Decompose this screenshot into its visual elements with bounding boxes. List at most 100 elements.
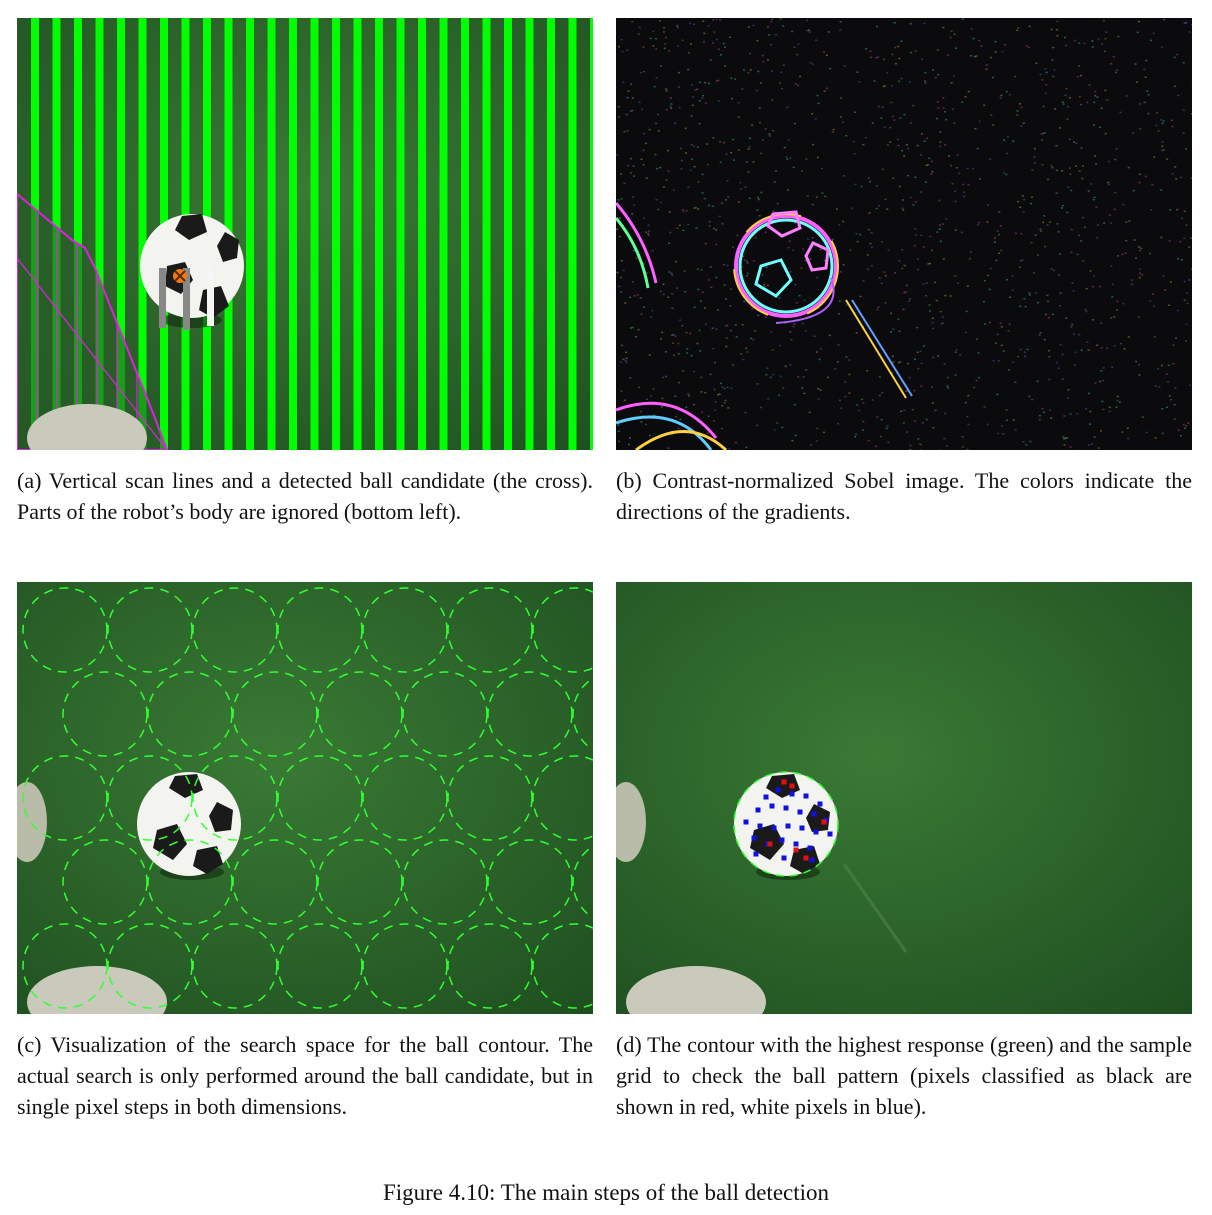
noise-speck [678, 86, 681, 88]
noise-speck [859, 295, 862, 298]
noise-speck [844, 395, 847, 398]
noise-speck [734, 78, 737, 80]
noise-speck [862, 429, 865, 431]
noise-speck [876, 56, 879, 58]
noise-speck [1056, 35, 1059, 37]
noise-speck [1019, 348, 1022, 351]
noise-speck [985, 68, 988, 71]
noise-speck [942, 26, 945, 29]
noise-speck [806, 195, 809, 197]
noise-speck [776, 202, 779, 205]
noise-speck [925, 418, 928, 421]
noise-speck [975, 379, 978, 382]
noise-speck [1183, 22, 1186, 24]
white-sample [743, 819, 749, 825]
noise-speck [797, 84, 800, 87]
noise-speck [691, 84, 694, 86]
noise-speck [759, 152, 762, 155]
noise-speck [1052, 269, 1055, 272]
noise-speck [949, 36, 952, 39]
noise-speck [618, 235, 621, 238]
noise-speck [659, 65, 662, 67]
noise-speck [801, 387, 804, 389]
noise-speck [1116, 395, 1119, 398]
noise-speck [663, 27, 666, 29]
noise-speck [1014, 381, 1017, 384]
noise-speck [1113, 345, 1116, 347]
noise-speck [1058, 253, 1061, 255]
noise-speck [1069, 173, 1072, 175]
scan-line [396, 18, 405, 450]
noise-speck [1102, 408, 1105, 411]
noise-speck [648, 128, 651, 131]
noise-speck [620, 276, 623, 279]
noise-speck [697, 181, 700, 183]
noise-speck [856, 71, 859, 73]
noise-speck [1084, 408, 1087, 410]
noise-speck [670, 107, 673, 109]
noise-speck [1067, 186, 1070, 189]
noise-speck [717, 309, 720, 311]
noise-speck [634, 335, 637, 338]
noise-speck [901, 207, 904, 210]
noise-speck [1080, 147, 1083, 149]
noise-speck [1107, 181, 1110, 184]
noise-speck [817, 102, 820, 105]
noise-speck [894, 62, 897, 65]
noise-speck [1141, 274, 1144, 276]
noise-speck [813, 335, 816, 338]
noise-speck [715, 229, 718, 231]
noise-speck [782, 64, 785, 66]
noise-speck [909, 298, 912, 300]
noise-speck [677, 71, 680, 74]
noise-speck [1069, 446, 1072, 448]
noise-speck [900, 410, 903, 413]
noise-speck [877, 105, 880, 108]
noise-speck [873, 80, 876, 82]
noise-speck [701, 291, 704, 293]
noise-speck [743, 300, 746, 303]
search-circle [62, 839, 148, 925]
noise-speck [761, 274, 764, 276]
noise-speck [702, 40, 705, 43]
search-circle [277, 923, 363, 1009]
noise-speck [897, 45, 900, 48]
noise-speck [1028, 395, 1031, 398]
noise-speck [676, 287, 679, 289]
noise-speck [649, 395, 652, 397]
noise-speck [1109, 222, 1112, 224]
noise-speck [713, 31, 716, 33]
noise-speck [906, 362, 909, 365]
noise-speck [880, 435, 883, 438]
noise-speck [1094, 382, 1097, 384]
noise-speck [819, 389, 822, 391]
noise-speck [764, 316, 767, 318]
noise-speck [925, 294, 928, 297]
noise-speck [665, 375, 668, 378]
noise-speck [1078, 234, 1081, 237]
robot-gradient-edges [616, 202, 728, 450]
noise-speck [761, 139, 764, 141]
noise-speck [824, 195, 827, 198]
noise-speck [684, 127, 687, 130]
scan-line [525, 18, 534, 450]
noise-speck [880, 418, 883, 421]
noise-speck [1070, 189, 1073, 192]
noise-speck [1173, 56, 1176, 59]
noise-speck [978, 120, 981, 122]
noise-speck [1047, 316, 1050, 319]
noise-speck [862, 143, 865, 146]
noise-speck [735, 336, 738, 338]
noise-speck [818, 358, 821, 361]
noise-speck [1089, 270, 1092, 272]
noise-speck [680, 168, 683, 170]
noise-speck [1061, 204, 1064, 207]
noise-speck [721, 222, 724, 225]
noise-speck [1115, 71, 1118, 74]
noise-speck [722, 42, 725, 45]
noise-speck [748, 197, 751, 200]
noise-speck [939, 145, 942, 148]
noise-speck [1110, 317, 1113, 319]
noise-speck [1093, 101, 1096, 104]
noise-speck [714, 409, 717, 411]
